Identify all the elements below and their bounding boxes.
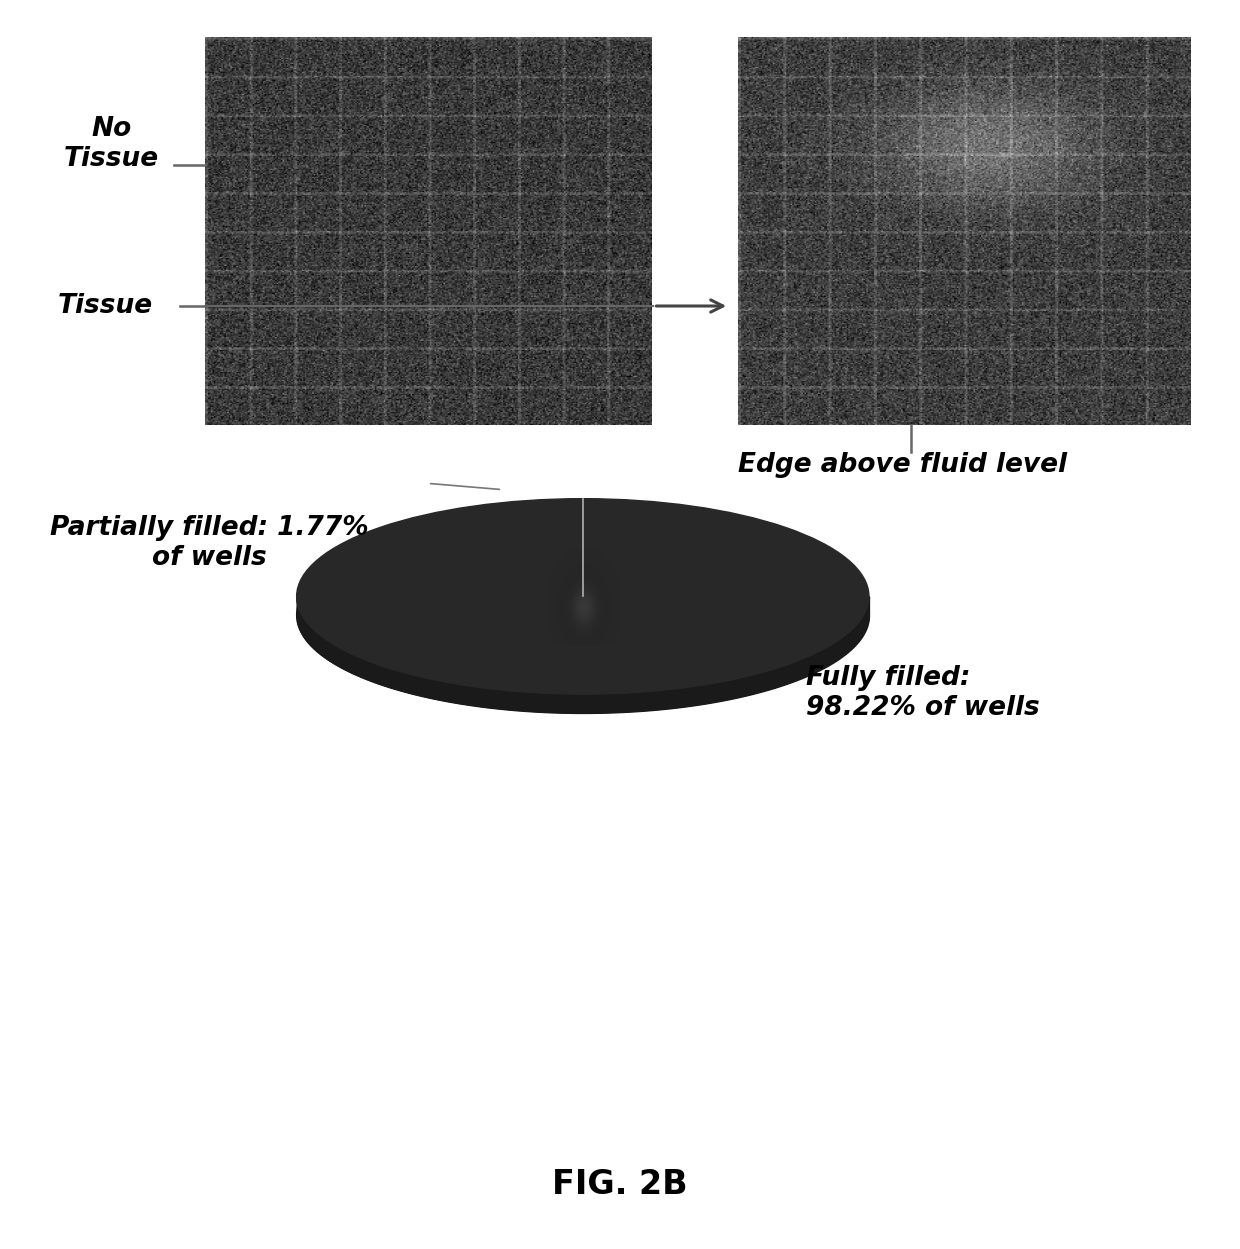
Ellipse shape (296, 517, 869, 713)
Ellipse shape (296, 498, 869, 694)
Text: FIG. 2B: FIG. 2B (552, 1168, 688, 1200)
Text: Fully filled:
98.22% of wells: Fully filled: 98.22% of wells (806, 666, 1040, 721)
Text: No
Tissue: No Tissue (64, 116, 159, 171)
Text: Edge above fluid level: Edge above fluid level (738, 452, 1066, 478)
Text: Tissue: Tissue (58, 294, 153, 318)
Text: Partially filled: 1.77%
of wells: Partially filled: 1.77% of wells (50, 516, 368, 571)
